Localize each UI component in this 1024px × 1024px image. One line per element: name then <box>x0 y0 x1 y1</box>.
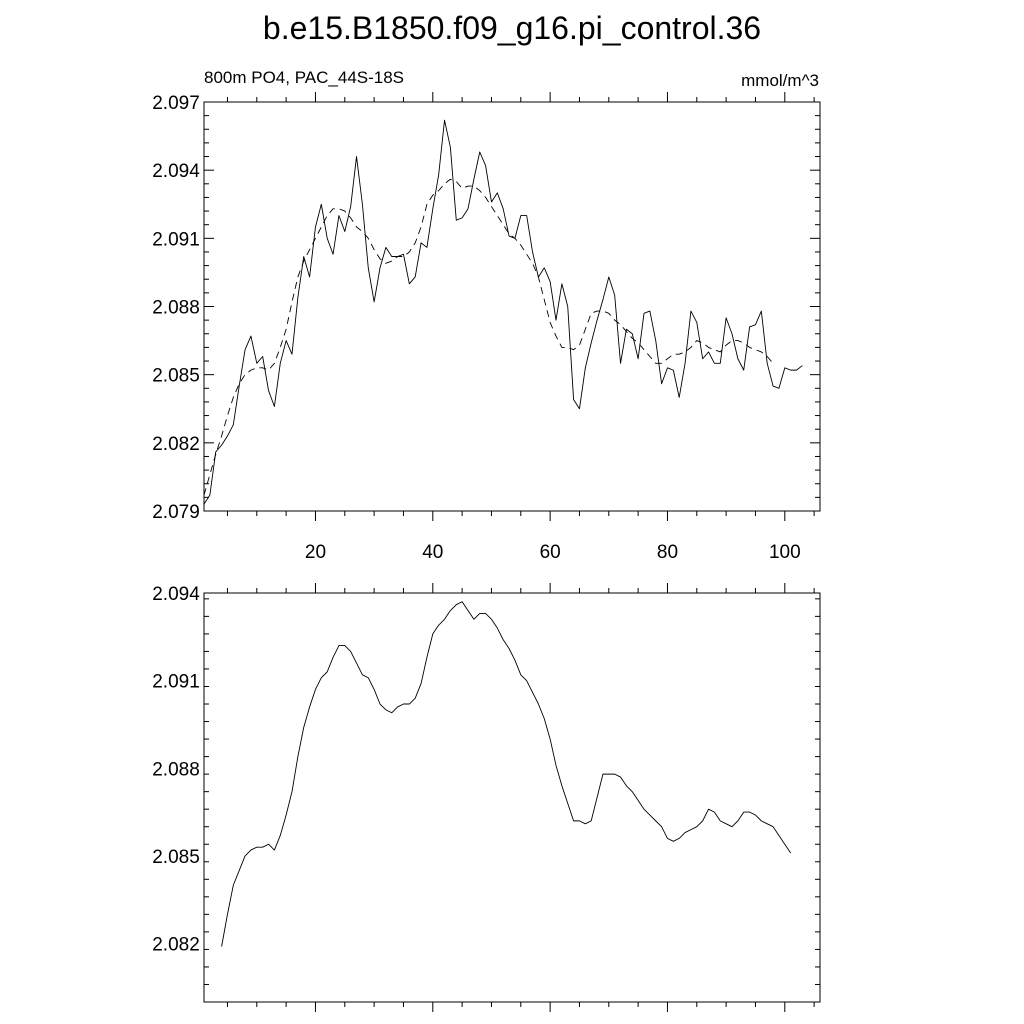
y-tick-label: 2.085 <box>152 366 200 387</box>
y-tick-label: 2.088 <box>152 298 200 319</box>
smoothed-series-line <box>203 178 774 496</box>
y-tick-label: 2.094 <box>152 584 200 605</box>
bottom-panel: 2.082 2.085 2.088 2.091 2.094 <box>152 583 821 1012</box>
y-tick-label: 2.094 <box>152 161 200 182</box>
y-tick-label: 2.085 <box>152 847 200 868</box>
series-line <box>203 119 803 505</box>
x-tick-label: 20 <box>305 542 326 563</box>
y-tick-label: 2.097 <box>152 93 200 114</box>
x-tick-label: 60 <box>540 542 561 563</box>
y-tick-label: 2.091 <box>152 229 200 250</box>
y-tick-label: 2.082 <box>152 434 200 455</box>
x-tick-label: 80 <box>657 542 678 563</box>
chart-title: b.e15.B1850.f09_g16.pi_control.36 <box>263 10 761 46</box>
y-tick-label: 2.091 <box>152 672 200 693</box>
top-panel: 2.079 2.082 2.085 2.088 2.091 2.094 2.097 20 40 6… <box>152 92 821 563</box>
variable-label: 800m PO4, PAC_44S-18S <box>204 68 404 87</box>
y-tick-label: 2.088 <box>152 759 200 780</box>
series-line <box>221 601 792 947</box>
plot-frame <box>203 592 821 1003</box>
plot-frame <box>203 101 821 512</box>
y-tick-label: 2.082 <box>152 935 200 956</box>
x-tick-label: 100 <box>769 542 801 563</box>
units-label: mmol/m^3 <box>741 71 819 90</box>
x-tick-label: 40 <box>422 542 443 563</box>
y-tick-label: 2.079 <box>152 502 200 523</box>
